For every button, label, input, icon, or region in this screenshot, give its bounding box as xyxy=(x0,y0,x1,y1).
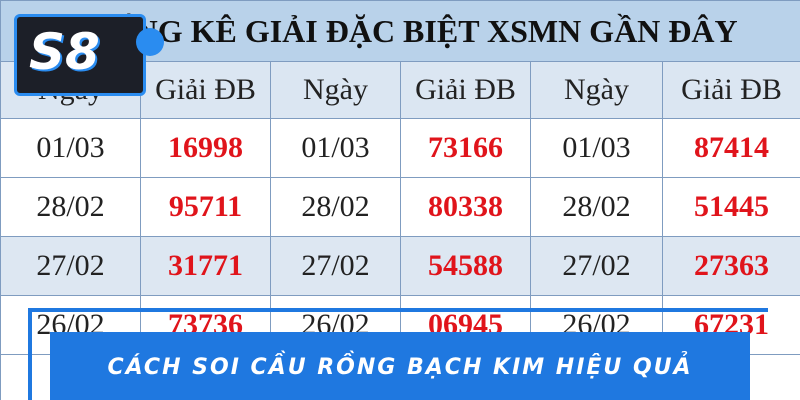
date-cell: 27/02 xyxy=(270,236,401,296)
column-header: Giải ĐB xyxy=(140,61,271,119)
column-header: Giải ĐB xyxy=(661,61,800,119)
prize-number: 73166 xyxy=(400,118,531,178)
prize-number: 51445 xyxy=(661,177,800,237)
prize-number: 80338 xyxy=(400,177,531,237)
logo-text: S8 xyxy=(29,23,100,81)
date-cell: 27/02 xyxy=(530,236,663,296)
prize-number: 31771 xyxy=(140,236,271,296)
column-header: Ngày xyxy=(530,61,663,119)
column-header: Giải ĐB xyxy=(400,61,531,119)
prize-number: 87414 xyxy=(661,118,800,178)
date-cell: 28/02 xyxy=(0,177,141,237)
table-row: 28/02 95711 28/02 80338 28/02 51445 xyxy=(0,177,800,237)
column-header: Ngày xyxy=(270,61,401,119)
banner-frame xyxy=(28,308,768,400)
date-cell: 01/03 xyxy=(270,118,401,178)
banner: CÁCH SOI CẦU RỒNG BẠCH KIM HIỆU QUẢ xyxy=(50,332,750,400)
table-row: 01/03 16998 01/03 73166 01/03 87414 xyxy=(0,118,800,178)
prize-number: 16998 xyxy=(140,118,271,178)
prize-number: 27363 xyxy=(661,236,800,296)
date-cell: 01/03 xyxy=(530,118,663,178)
date-cell: 28/02 xyxy=(530,177,663,237)
logo[interactable]: S8 xyxy=(14,14,146,96)
prize-number: 54588 xyxy=(400,236,531,296)
date-cell: 27/02 xyxy=(0,236,141,296)
date-cell: 01/03 xyxy=(0,118,141,178)
table-row: 27/02 31771 27/02 54588 27/02 27363 xyxy=(0,236,800,296)
date-cell: 28/02 xyxy=(270,177,401,237)
banner-text: CÁCH SOI CẦU RỒNG BẠCH KIM HIỆU QUẢ xyxy=(107,354,693,380)
prize-number: 95711 xyxy=(140,177,271,237)
logo-dot xyxy=(136,28,164,56)
